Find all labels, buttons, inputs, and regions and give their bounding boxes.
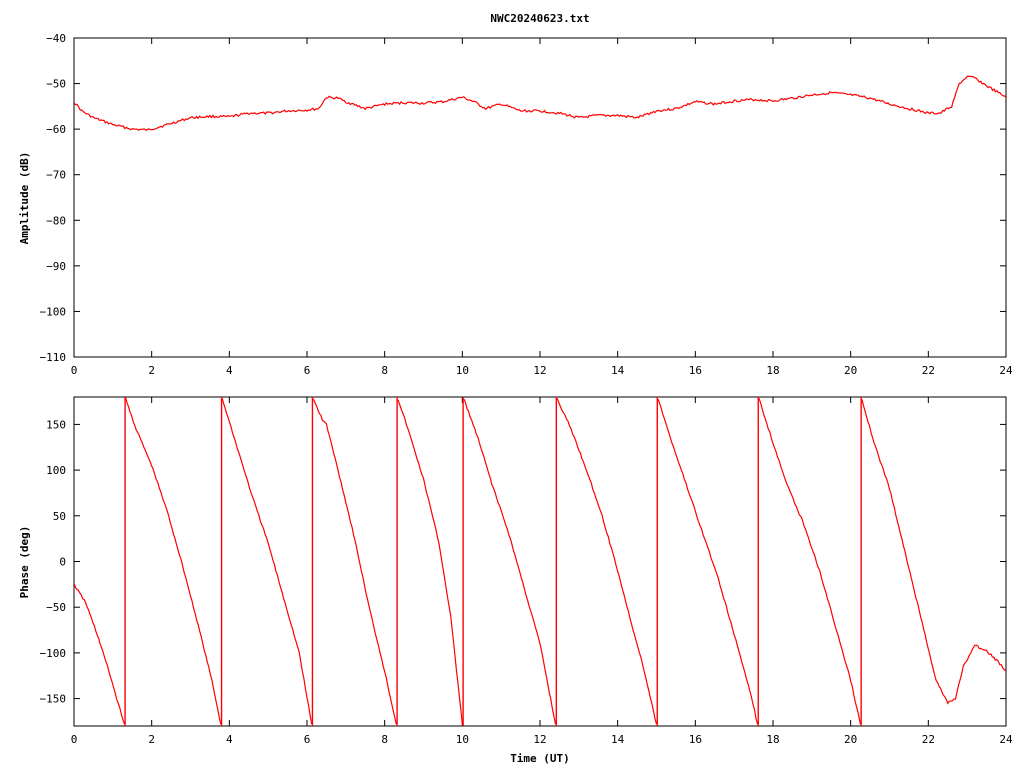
amplitude-panel: NWC20240623.txt Amplitude (dB) 0 2 4 6 8 10 12… [18, 12, 1013, 377]
x-tick-label: 2 [148, 364, 155, 377]
x-tick-label: 12 [533, 733, 546, 746]
x-tick-label: 8 [381, 364, 388, 377]
x-tick-label: 10 [456, 733, 469, 746]
phase-segment-line [74, 583, 126, 725]
phase-segment-line [397, 399, 463, 725]
y-tick-label: 150 [46, 418, 66, 431]
phase-segment-line [312, 398, 397, 725]
phase-segment-line [221, 398, 313, 725]
y-tick-label: −150 [40, 693, 67, 706]
x-tick-label: 16 [689, 733, 702, 746]
x-tick-label: 22 [922, 733, 935, 746]
x-tick-label: 4 [226, 733, 233, 746]
phase-ylabel: Phase (deg) [18, 526, 31, 599]
phase-segment-line [125, 397, 222, 725]
x-tick-label: 6 [304, 733, 311, 746]
x-tick-label: 6 [304, 364, 311, 377]
phase-segment-line [556, 398, 658, 725]
chart-title: NWC20240623.txt [490, 12, 589, 25]
y-tick-label: −90 [46, 260, 66, 273]
phase-panel: Phase (deg) Time (UT) 0 2 4 6 8 10 12 14 16 18 20 2… [18, 396, 1013, 765]
x-tick-label: 20 [844, 733, 857, 746]
y-tick-label: 100 [46, 464, 66, 477]
y-tick-label: −80 [46, 214, 66, 227]
y-tick-label: 50 [53, 510, 66, 523]
y-tick-label: −40 [46, 32, 66, 45]
y-tick-label: 0 [59, 556, 66, 569]
phase-segment-line [463, 398, 557, 725]
x-tick-label: 16 [689, 364, 702, 377]
y-tick-label: −50 [46, 78, 66, 91]
plot-frame [73, 396, 1007, 727]
y-tick-label: −100 [40, 305, 67, 318]
x-tick-label: 14 [611, 364, 625, 377]
x-tick-label: 24 [999, 364, 1013, 377]
x-tick-label: 14 [611, 733, 625, 746]
x-tick-label: 10 [456, 364, 469, 377]
amplitude-ylabel: Amplitude (dB) [18, 152, 31, 245]
x-tick-label: 8 [381, 733, 388, 746]
phase-segment-line [758, 398, 861, 725]
amplitude-series-line [74, 75, 1006, 132]
plot-frame [73, 37, 1007, 358]
x-tick-label: 0 [71, 733, 78, 746]
x-tick-label: 0 [71, 364, 78, 377]
y-tick-label: −60 [46, 123, 66, 136]
x-tick-label: 22 [922, 364, 935, 377]
time-xlabel: Time (UT) [510, 752, 570, 765]
x-tick-label: 2 [148, 733, 155, 746]
x-tick-label: 18 [766, 364, 779, 377]
x-tick-label: 24 [999, 733, 1013, 746]
phase-segment-line [861, 399, 1006, 705]
y-tick-label: −70 [46, 169, 66, 182]
y-tick-label: −110 [40, 351, 67, 364]
x-tick-label: 12 [533, 364, 546, 377]
y-tick-label: −100 [40, 647, 67, 660]
x-tick-label: 18 [766, 733, 779, 746]
phase-segment-line [657, 398, 759, 725]
x-tick-label: 4 [226, 364, 233, 377]
y-tick-label: −50 [46, 601, 66, 614]
x-tick-label: 20 [844, 364, 857, 377]
